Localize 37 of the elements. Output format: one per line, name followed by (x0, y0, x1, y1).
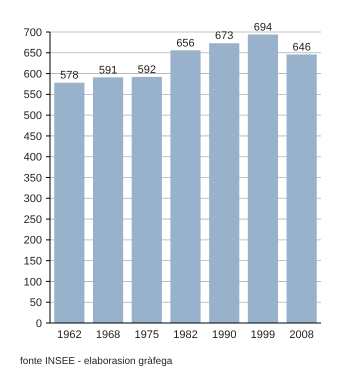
x-tick-label: 1982 (173, 329, 198, 341)
y-tick-label: 500 (24, 110, 42, 122)
bar (209, 43, 240, 323)
x-tick-label: 1975 (134, 329, 160, 341)
bar (248, 34, 278, 323)
data-label: 646 (292, 41, 311, 54)
y-tick-label: 300 (24, 193, 42, 206)
y-tick-label: 100 (24, 276, 42, 288)
y-tick-label: 350 (24, 172, 42, 184)
y-tick-label: 400 (24, 152, 42, 164)
data-label: 591 (98, 64, 118, 76)
bar (54, 82, 84, 323)
data-label: 694 (254, 21, 272, 34)
data-label: 592 (138, 64, 156, 76)
x-tick-label: 1968 (96, 329, 120, 341)
y-tick-label: 50 (30, 297, 42, 310)
x-tick-label: 1990 (212, 329, 236, 341)
y-tick-label: 650 (24, 48, 42, 60)
bar (92, 77, 124, 323)
data-label: 673 (215, 30, 234, 42)
y-tick-label: 250 (24, 214, 42, 226)
y-tick-label: 700 (24, 26, 42, 39)
x-tick-label: 1962 (57, 329, 82, 341)
data-label: 656 (176, 37, 195, 50)
source-note: fonte INSEE - elaborasion gràfega (20, 356, 173, 367)
bar (286, 54, 317, 323)
y-tick-label: 550 (24, 89, 42, 102)
data-label: 578 (60, 70, 79, 82)
x-tick-label: 1999 (250, 329, 276, 341)
y-tick-label: 200 (24, 234, 42, 247)
bar (132, 76, 162, 323)
y-tick-label: 150 (24, 255, 42, 268)
y-tick-label: 600 (24, 68, 42, 80)
y-tick-label: 450 (24, 130, 42, 143)
y-tick-label: 0 (36, 318, 42, 330)
x-tick-label: 2008 (289, 329, 314, 341)
bar (170, 50, 201, 323)
